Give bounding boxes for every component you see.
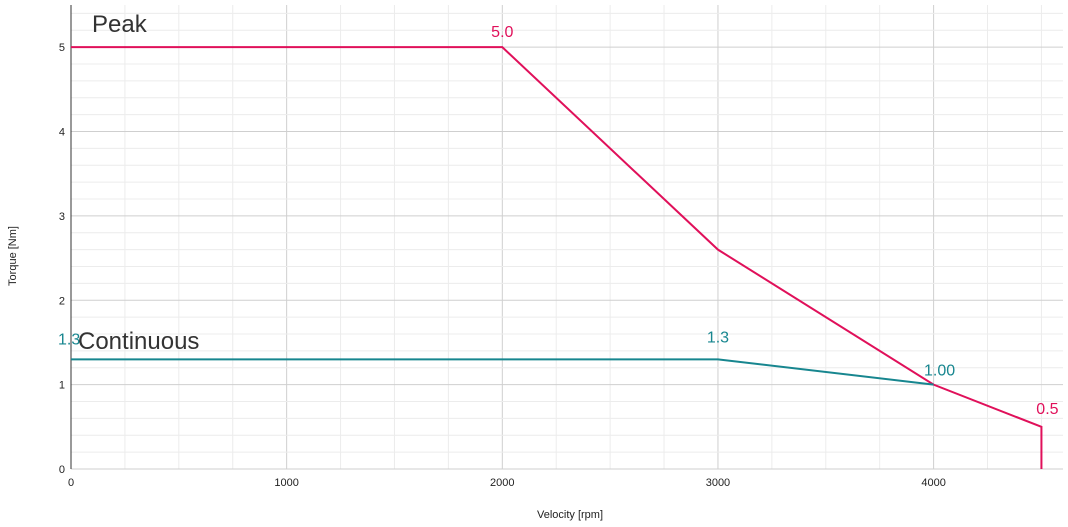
- series-line-continuous: [71, 358, 934, 386]
- x-axis-title: Velocity [rpm]: [537, 509, 603, 521]
- x-tick-label: 0: [68, 477, 74, 489]
- y-tick-label: 3: [59, 211, 65, 223]
- series-name-continuous: Continuous: [78, 328, 199, 355]
- y-tick-label: 4: [59, 127, 65, 139]
- data-label: 1.3: [58, 331, 80, 348]
- axis-layer: 0 1000 2000 3000 4000 0 1 2 3 4 5: [59, 5, 946, 489]
- data-label: 1.00: [924, 363, 955, 380]
- series-name-peak: Peak: [92, 11, 148, 38]
- data-label: 5.0: [491, 24, 513, 41]
- series-line-peak: [71, 46, 1043, 469]
- data-label: 1.3: [707, 329, 729, 346]
- y-tick-label: 2: [59, 295, 65, 307]
- label-layer: 5.0 1.3 1.3 1.00 0.5: [58, 24, 1059, 418]
- y-tick-label: 1: [59, 380, 65, 392]
- x-tick-label: 2000: [490, 477, 514, 489]
- y-axis-title: Torque [Nm]: [7, 226, 19, 286]
- series-layer: [71, 46, 1043, 469]
- y-tick-label: 5: [59, 42, 65, 54]
- y-tick-label: 0: [59, 464, 65, 476]
- data-label: 0.5: [1036, 401, 1058, 418]
- x-tick-label: 4000: [921, 477, 945, 489]
- grid-layer: [70, 5, 1063, 470]
- x-tick-label: 3000: [706, 477, 730, 489]
- x-tick-label: 1000: [274, 477, 298, 489]
